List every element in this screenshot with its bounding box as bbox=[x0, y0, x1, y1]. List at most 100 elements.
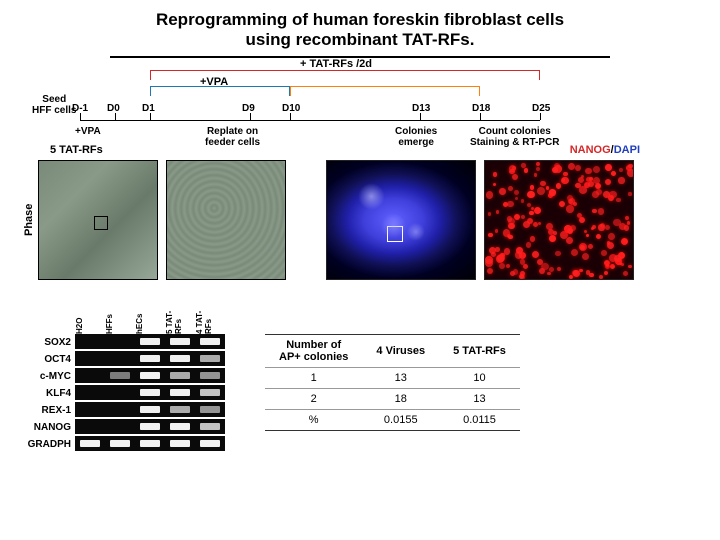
gel-row bbox=[75, 436, 225, 451]
timeline-axis bbox=[80, 120, 540, 121]
seed-label: Seed HFF cells bbox=[32, 94, 76, 116]
timeline-day-label: D-1 bbox=[72, 103, 88, 114]
ap-table-row: 21813 bbox=[265, 389, 520, 410]
zoom-box bbox=[94, 216, 108, 230]
ap-table-row: %0.01550.0115 bbox=[265, 410, 520, 431]
gel-lane-labels: H2OHFFshECs5 TAT-RFs4 TAT-RFs bbox=[75, 294, 225, 334]
below-colonies: Colonies emerge bbox=[395, 126, 437, 148]
gel-row bbox=[75, 419, 225, 434]
gel-image: H2OHFFshECs5 TAT-RFs4 TAT-RFs bbox=[75, 294, 225, 453]
gel-panel: SOX2OCT4c-MYCKLF4REX-1NANOGGRADPH H2OHFF… bbox=[20, 294, 225, 453]
timeline-tick bbox=[250, 113, 251, 120]
gel-band bbox=[140, 338, 160, 345]
title-line1: Reprogramming of human foreskin fibrobla… bbox=[156, 10, 564, 29]
gel-band bbox=[110, 372, 130, 379]
ap-table-cell: 13 bbox=[362, 368, 439, 389]
ap-table-cell: 13 bbox=[439, 389, 520, 410]
gel-band bbox=[140, 423, 160, 430]
gel-gene-label: OCT4 bbox=[20, 351, 75, 368]
ap-table-cell: 0.0155 bbox=[362, 410, 439, 431]
gel-band bbox=[170, 372, 190, 379]
zoom-box-2 bbox=[387, 226, 403, 242]
gel-row bbox=[75, 385, 225, 400]
gel-row bbox=[75, 334, 225, 349]
timeline: Seed HFF cells + TAT-RFs /2d +VPA D-1D0D… bbox=[80, 66, 700, 156]
nanog-dapi-label: NANOG/DAPI bbox=[570, 144, 640, 156]
nanog-dapi-micrograph bbox=[326, 160, 476, 280]
timeline-day-label: D18 bbox=[472, 103, 490, 114]
timeline-day-label: D10 bbox=[282, 103, 300, 114]
ap-colonies-table: Number of AP+ colonies4 Viruses5 TAT-RFs… bbox=[265, 334, 520, 453]
gel-band bbox=[170, 338, 190, 345]
gel-lane-label: 4 TAT-RFs bbox=[195, 294, 225, 334]
gel-band bbox=[200, 338, 220, 345]
gel-band bbox=[110, 440, 130, 447]
ap-table-cell: 2 bbox=[265, 389, 362, 410]
phase-axis-label: Phase bbox=[20, 160, 38, 280]
ap-table-header: Number of AP+ colonies bbox=[265, 335, 362, 368]
gel-band bbox=[140, 372, 160, 379]
ap-table-header: 4 Viruses bbox=[362, 335, 439, 368]
gel-lane-label: 5 TAT-RFs bbox=[165, 294, 195, 334]
five-tatrfs-label: 5 TAT-RFs bbox=[50, 144, 103, 156]
timeline-tick bbox=[290, 113, 291, 120]
gel-row bbox=[75, 368, 225, 383]
ap-table-cell: 18 bbox=[362, 389, 439, 410]
gel-lane-label: H2O bbox=[75, 294, 105, 334]
gel-band bbox=[170, 440, 190, 447]
phase-micrograph-2 bbox=[166, 160, 286, 280]
gel-lane-label: hECs bbox=[135, 294, 165, 334]
timeline-tick bbox=[115, 113, 116, 120]
gel-gene-labels: SOX2OCT4c-MYCKLF4REX-1NANOGGRADPH bbox=[20, 334, 75, 453]
gel-band bbox=[200, 372, 220, 379]
gel-lane-label: HFFs bbox=[105, 294, 135, 334]
gel-band bbox=[170, 389, 190, 396]
bottom-row: SOX2OCT4c-MYCKLF4REX-1NANOGGRADPH H2OHFF… bbox=[20, 294, 700, 453]
below-count: Count colonies Staining & RT-PCR bbox=[470, 126, 559, 148]
phase-micrograph-1 bbox=[38, 160, 158, 280]
gel-gene-label: NANOG bbox=[20, 419, 75, 436]
gel-band bbox=[200, 355, 220, 362]
gel-band bbox=[170, 406, 190, 413]
timeline-tick bbox=[150, 113, 151, 120]
gel-row bbox=[75, 351, 225, 366]
gel-band bbox=[200, 389, 220, 396]
figure-area: Seed HFF cells + TAT-RFs /2d +VPA D-1D0D… bbox=[20, 66, 700, 453]
timeline-tick bbox=[80, 113, 81, 120]
label-vpa: +VPA bbox=[200, 76, 228, 88]
bracket-orange bbox=[290, 86, 480, 96]
ap-table-cell: 0.0115 bbox=[439, 410, 520, 431]
ap-table-row: 11310 bbox=[265, 368, 520, 389]
ap-table-cell: 10 bbox=[439, 368, 520, 389]
gel-gene-label: GRADPH bbox=[20, 436, 75, 453]
below-vpa: +VPA bbox=[75, 126, 101, 137]
timeline-day-label: D25 bbox=[532, 103, 550, 114]
micrograph-row: 5 TAT-RFs NANOG/DAPI Phase bbox=[20, 160, 700, 280]
gel-gene-label: c-MYC bbox=[20, 368, 75, 385]
timeline-tick bbox=[480, 113, 481, 120]
timeline-day-label: D1 bbox=[142, 103, 155, 114]
below-replate: Replate on feeder cells bbox=[205, 126, 260, 148]
timeline-tick bbox=[540, 113, 541, 120]
label-tatrfs: + TAT-RFs /2d bbox=[300, 58, 372, 70]
gel-band bbox=[140, 406, 160, 413]
timeline-day-label: D0 bbox=[107, 103, 120, 114]
timeline-tick bbox=[420, 113, 421, 120]
gel-band bbox=[170, 355, 190, 362]
ap-table-cell: 1 bbox=[265, 368, 362, 389]
gel-gene-label: REX-1 bbox=[20, 402, 75, 419]
gel-band bbox=[200, 423, 220, 430]
ap-table-header: 5 TAT-RFs bbox=[439, 335, 520, 368]
gel-band bbox=[140, 440, 160, 447]
timeline-day-label: D13 bbox=[412, 103, 430, 114]
gel-band bbox=[170, 423, 190, 430]
timeline-day-label: D9 bbox=[242, 103, 255, 114]
gel-band bbox=[200, 406, 220, 413]
gel-gene-label: KLF4 bbox=[20, 385, 75, 402]
gel-band bbox=[140, 355, 160, 362]
gel-row bbox=[75, 402, 225, 417]
nanog-red-micrograph bbox=[484, 160, 634, 280]
gel-gene-label: SOX2 bbox=[20, 334, 75, 351]
gel-band bbox=[80, 440, 100, 447]
ap-table-cell: % bbox=[265, 410, 362, 431]
